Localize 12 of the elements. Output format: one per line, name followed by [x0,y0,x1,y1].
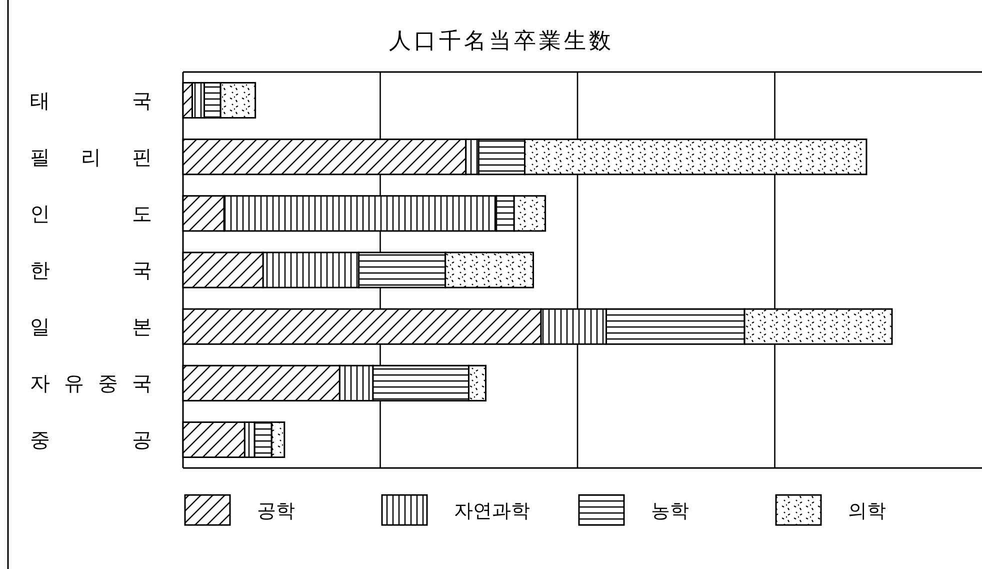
chart-title: 人口千名当卒業生数 [389,29,614,54]
y-tick-label: 자유중국 [30,371,152,396]
legend-label: 농학 [651,500,689,522]
y-tick-label: 일본 [30,314,152,339]
legend-label: 자연과학 [454,500,530,522]
y-tick-label: 인도 [30,201,152,226]
legend-label: 의학 [848,500,886,522]
y-tick-label: 필리핀 [30,144,152,169]
y-tick-label: 태국 [30,88,152,112]
legend-label: 공학 [257,500,295,522]
y-tick-label: 중공 [30,428,152,452]
y-tick-label: 한국 [30,258,152,282]
